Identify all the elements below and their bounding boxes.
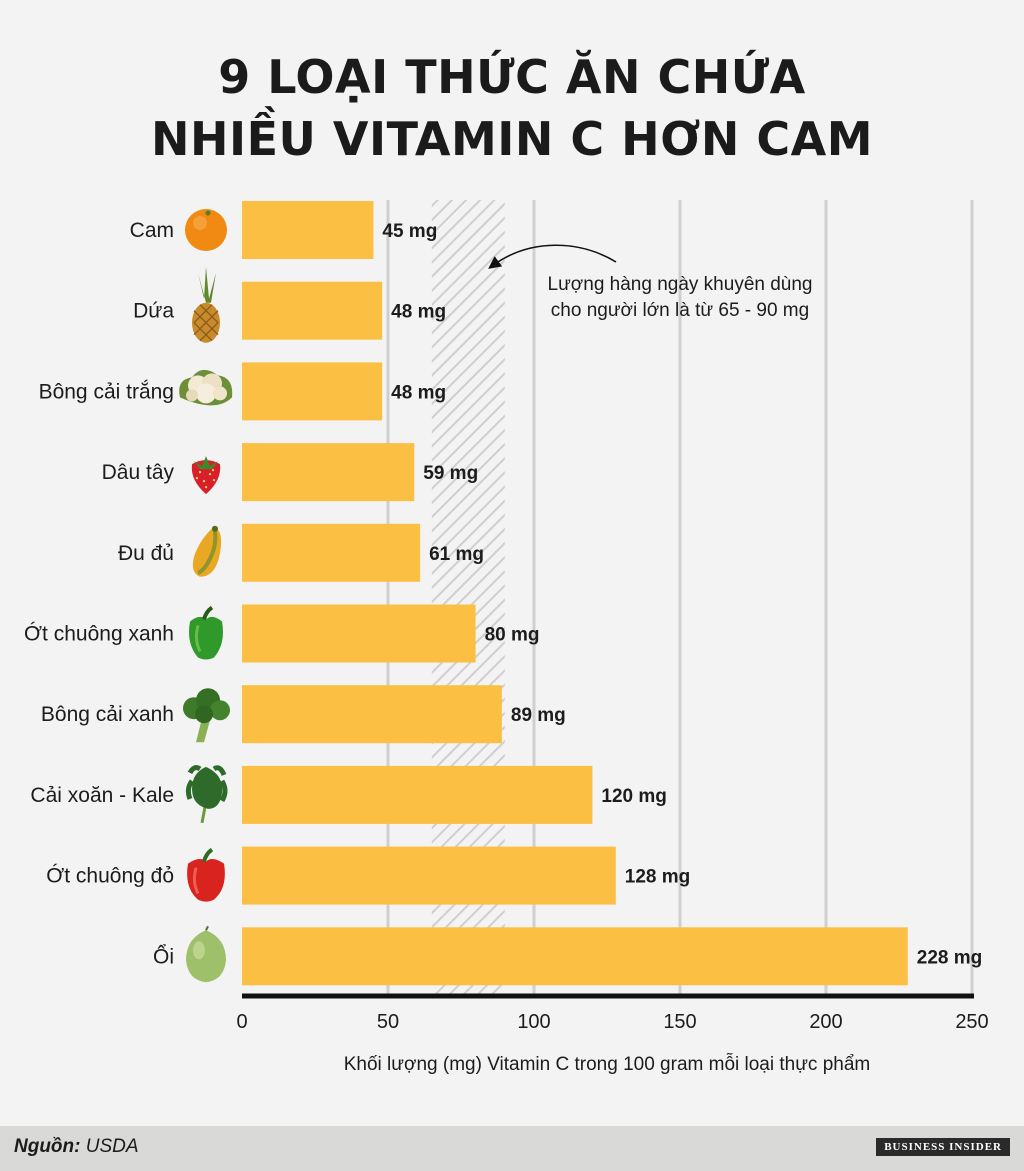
guava-icon xyxy=(186,925,226,983)
bar xyxy=(242,604,476,663)
category-label: Dứa xyxy=(133,300,174,323)
category-label: Đu đủ xyxy=(118,542,174,565)
title-line-1: 9 LOẠI THỨC ĂN CHỨA xyxy=(218,50,806,104)
value-label: 80 mg xyxy=(485,625,540,646)
category-label: Dâu tây xyxy=(102,461,175,484)
bar xyxy=(242,362,383,421)
value-label: 228 mg xyxy=(917,947,982,968)
bar xyxy=(242,846,616,905)
title-line-2: NHIỀU VITAMIN C HƠN CAM xyxy=(150,112,874,166)
x-tick-label: 150 xyxy=(663,1011,696,1033)
category-label: Cam xyxy=(130,219,174,242)
x-axis-label: Khối lượng (mg) Vitamin C trong 100 gram… xyxy=(343,1054,871,1075)
x-tick-label: 200 xyxy=(809,1011,842,1033)
value-label: 45 mg xyxy=(382,221,437,242)
category-label: Bông cải xanh xyxy=(41,703,174,726)
annotation-arrow xyxy=(488,244,617,269)
x-tick-label: 50 xyxy=(377,1011,399,1033)
category-label: Ớt chuông đỏ xyxy=(46,865,174,888)
source-note: Nguồn: USDA xyxy=(14,1136,139,1158)
category-label: Bông cải trắng xyxy=(39,380,174,403)
source-label: Nguồn: xyxy=(14,1136,81,1157)
category-label: Ổi xyxy=(153,944,174,968)
broccoli-icon xyxy=(183,688,230,743)
cauliflower-icon xyxy=(179,369,233,406)
footer: Nguồn: USDA BUSINESS INSIDER xyxy=(0,1126,1024,1171)
pineapple-icon xyxy=(192,266,220,343)
chart-title: 9 LOẠI THỨC ĂN CHỨA NHIỀU VITAMIN C HƠN … xyxy=(0,46,1024,170)
brand-logo: BUSINESS INSIDER xyxy=(876,1138,1010,1156)
kale-icon xyxy=(185,765,228,824)
value-label: 48 mg xyxy=(391,302,446,323)
x-tick-label: 0 xyxy=(236,1011,247,1033)
value-label: 61 mg xyxy=(429,544,484,565)
x-tick-label: 250 xyxy=(955,1011,988,1033)
bar-chart: 45 mg Cam 48 mg Dứa 48 mg Bông cải trắng 59 mg… xyxy=(24,200,989,1033)
value-label: 89 mg xyxy=(511,705,566,726)
category-label: Cải xoăn - Kale xyxy=(30,784,174,807)
bar xyxy=(242,443,415,502)
bar xyxy=(242,927,908,986)
bar xyxy=(242,523,421,582)
annotation-line-2: cho người lớn là từ 65 - 90 mg xyxy=(551,300,809,321)
category-label: Ớt chuông xanh xyxy=(24,623,174,646)
orange-icon xyxy=(185,209,227,251)
x-tick-label: 100 xyxy=(517,1011,550,1033)
bar xyxy=(242,685,502,744)
bar xyxy=(242,765,593,824)
value-label: 48 mg xyxy=(391,382,446,403)
value-label: 59 mg xyxy=(423,463,478,484)
papaya-icon xyxy=(192,525,222,577)
bar xyxy=(242,201,374,259)
strawberry-icon xyxy=(191,456,221,495)
green-bell-pepper-icon xyxy=(189,605,223,660)
annotation-line-1: Lượng hàng ngày khuyên dùng xyxy=(548,274,813,295)
value-label: 120 mg xyxy=(601,786,666,807)
source-value: USDA xyxy=(85,1136,139,1157)
bar xyxy=(242,281,383,340)
red-bell-pepper-icon xyxy=(187,847,225,902)
value-label: 128 mg xyxy=(625,867,690,888)
